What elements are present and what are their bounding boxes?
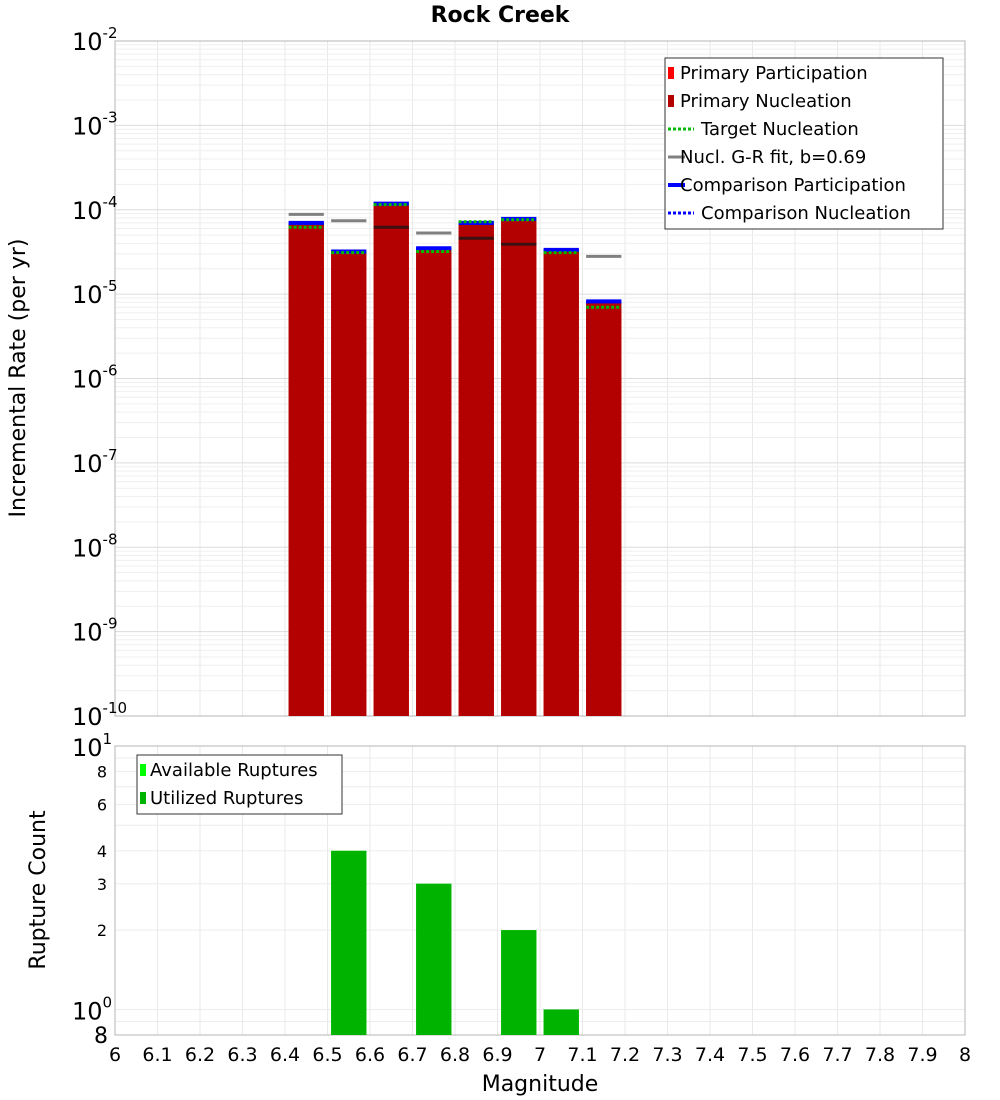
x-axis-label: Magnitude [482,1072,599,1097]
x-tick-label: 6.5 [312,1044,342,1066]
legend-swatch [668,95,674,107]
bottom-bars [331,850,579,1035]
legend-swatch [668,67,674,79]
utilized-ruptures-bar [331,850,367,1035]
legend-box [664,57,944,230]
nucleation-bar [331,252,367,716]
y-tick-label: 100 [72,993,112,1025]
x-tick-labels: 6 6.1 6.2 6.3 6.4 6.5 6.6 6.7 6.8 6.9 7 7.1 7.2 7.3 7.… [109,1044,971,1066]
legend-swatch [140,764,146,776]
legend-box [136,754,343,815]
y-tick-label: 10-5 [72,277,118,309]
y-tick-label: 10-9 [72,615,118,647]
x-tick-label: 7.1 [567,1044,597,1066]
x-tick-label: 6.8 [440,1044,470,1066]
top-y-axis-label: Incremental Rate (per yr) [6,239,31,518]
nucleation-bar [288,223,324,716]
y-tick-label: 10-2 [72,24,118,56]
bottom-y-axis-label: Rupture Count [26,810,51,970]
x-tick-label: 6.3 [227,1044,257,1066]
legend-label: Primary Participation [680,63,868,84]
x-tick-label: 7.2 [610,1044,640,1066]
x-tick-label: 6.6 [355,1044,385,1066]
legend-label: Available Ruptures [150,760,318,781]
x-tick-label: 8 [959,1044,971,1066]
legend-swatch [140,792,146,804]
top-grid [114,41,966,717]
top-y-tick-labels: 10-10 10-9 10-8 10-7 10-6 10-5 10-4 10-3 10-2 [72,24,127,731]
legend-label: Comparison Participation [680,175,906,196]
x-tick-label: 7.5 [737,1044,767,1066]
utilized-ruptures-bar [416,883,452,1035]
legend-label: Target Nucleation [700,119,859,140]
y-tick-label: 10-7 [72,446,118,478]
x-tick-label: 7.3 [652,1044,682,1066]
nucleation-bar [586,302,622,716]
y-tick-label: 10-3 [72,108,118,140]
x-tick-label: 7.8 [865,1044,895,1066]
x-tick-label: 7.9 [907,1044,937,1066]
legend-label: Utilized Ruptures [150,788,303,809]
legend-label: Nucl. G-R fit, b=0.69 [680,147,866,168]
y-tick-label: 10-10 [72,699,127,731]
nucleation-bar [501,219,537,717]
nucleation-bar [373,204,409,717]
nucleation-bar [458,223,494,716]
bottom-legend: Available Ruptures Utilized Ruptures [136,754,343,815]
x-tick-label: 7.6 [780,1044,810,1066]
y-tick-label: 10-8 [72,530,118,562]
chart-title: Rock Creek [431,3,571,28]
nucleation-bar [543,251,579,716]
y-tick-label: 3 [97,875,107,894]
top-plot-frame [114,40,966,717]
y-tick-label: 4 [97,842,107,861]
top-series-lines [288,201,622,309]
x-tick-label: 6.9 [482,1044,512,1066]
x-tick-label: 7.7 [822,1044,852,1066]
bottom-plot-frame [114,745,966,1036]
x-tick-label: 6.2 [185,1044,215,1066]
x-tick-label: 6.4 [270,1044,300,1066]
y-tick-label: 6 [97,795,107,814]
y-tick-label: 10-4 [72,193,118,225]
x-tick-label: 7 [534,1044,546,1066]
y-tick-label: 8 [97,763,107,782]
legend-label: Primary Nucleation [680,91,852,112]
y-tick-label: 8 [94,1024,108,1049]
nucleation-bar [416,249,452,716]
x-tick-label: 6.7 [397,1044,427,1066]
utilized-ruptures-bar [543,1009,579,1035]
x-tick-label: 6 [109,1044,121,1066]
x-tick-label: 6.1 [142,1044,172,1066]
y-tick-label: 2 [97,921,107,940]
top-legend: Primary Participation Primary Nucleation T… [664,57,944,230]
utilized-ruptures-bar [501,930,537,1035]
y-tick-label: 10-6 [72,362,118,394]
top-bars [288,204,622,717]
legend-label: Comparison Nucleation [701,203,911,224]
x-tick-label: 7.4 [695,1044,725,1066]
y-tick-label: 101 [72,730,112,762]
